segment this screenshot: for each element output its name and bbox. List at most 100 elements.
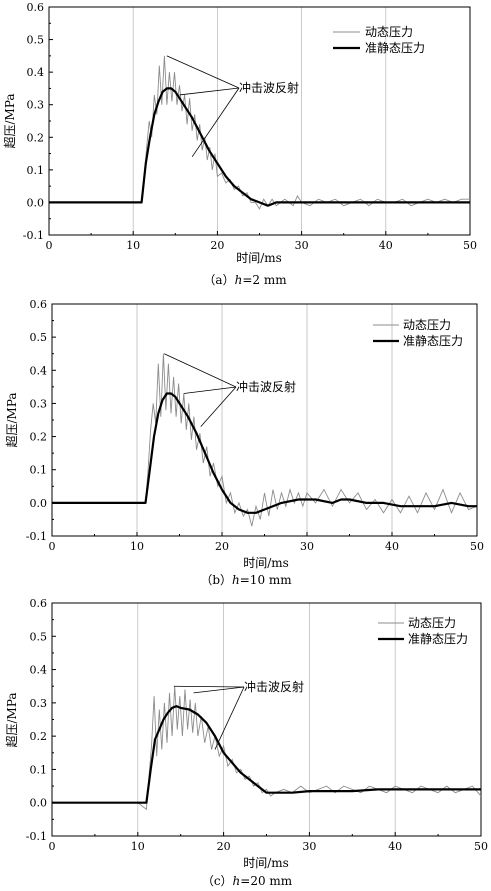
panel-a-y-tick-label: -0.1 — [23, 229, 44, 242]
panel-a-x-tick-labels: 0 10 20 30 40 50 — [46, 239, 478, 252]
panel-c-y-tick-label: -0.1 — [26, 830, 47, 843]
panel-c-y-tick-label: 0.5 — [30, 630, 48, 643]
panel-b-x-tick-labels: 0 10 20 30 40 50 — [49, 540, 485, 553]
panel-b-caption-variable: h — [232, 573, 240, 587]
panel-c-x-tick-labels: 0 10 20 30 40 50 — [49, 840, 489, 853]
panel-a-y-axis-label: 超压/MPa — [2, 93, 17, 148]
panel-b-y-tick-label: 0.6 — [30, 298, 48, 311]
panel-c-quasi-static-series — [52, 705, 481, 804]
panel-c-x-tick-label: 50 — [474, 840, 488, 853]
panel-b-x-tick-label: 30 — [300, 540, 314, 553]
panel-b-annotation-leader-line — [200, 386, 237, 427]
panel-b-legend: 动态压力 准静态压力 — [373, 318, 463, 348]
panel-c: 0 10 20 30 40 50 -0.1 0.0 0.1 0.2 0.3 0.4 0.5 0.6 动态… — [4, 597, 488, 888]
panel-b-y-tick-labels: -0.1 0.0 0.1 0.2 0.3 0.4 0.5 0.6 — [26, 298, 47, 543]
panel-c-x-tick-label: 0 — [49, 840, 56, 853]
panel-a-y-tick-label: 0.3 — [27, 99, 45, 112]
panel-a-annotation-leader-line — [191, 87, 240, 158]
panel-c-y-axis-label: 超压/MPa — [4, 692, 19, 747]
panel-c-x-tick-label: 10 — [131, 840, 145, 853]
panel-b-annotation — [164, 353, 237, 427]
panel-a: 0 10 20 30 40 50 -0.1 0.0 0.1 0.2 0.3 0.4 0.5 0.6 动态… — [2, 1, 477, 287]
panel-c-y-tick-label: 0.4 — [30, 664, 48, 677]
panel-a-y-tick-label: 0.5 — [27, 34, 45, 47]
panel-b-grid — [136, 304, 393, 536]
panel-a-x-tick-label: 40 — [379, 239, 393, 252]
panel-c-y-tick-label: 0.2 — [30, 730, 48, 743]
panel-a-annotation-leader-line — [166, 55, 240, 89]
panel-b-x-tick-label: 50 — [470, 540, 484, 553]
panel-b-quasi-static-series — [52, 392, 477, 514]
panel-a-caption: （a）h=2 mm — [203, 273, 287, 287]
panel-a-annotation — [166, 55, 240, 158]
panel-b-y-tick-label: 0.5 — [30, 331, 48, 344]
panel-c-y-tick-labels: -0.1 0.0 0.1 0.2 0.3 0.4 0.5 0.6 — [26, 597, 47, 843]
panel-b-quasi-static-pressure-line — [52, 392, 477, 514]
panel-b-y-axis-label: 超压/MPa — [4, 392, 19, 447]
panel-b-caption-value: =10 mm — [240, 573, 293, 587]
panel-c-quasi-static-pressure-line — [52, 705, 481, 804]
panel-b-x-tick-label: 40 — [385, 540, 399, 553]
panel-a-x-tick-label: 0 — [46, 239, 53, 252]
panel-c-y-tick-label: 0.6 — [30, 597, 48, 610]
panel-c-caption: （c）h=20 mm — [202, 874, 293, 888]
panel-a-legend-label-quasi-static: 准静态压力 — [365, 41, 425, 55]
panel-c-y-tick-label: 0.3 — [30, 697, 48, 710]
panel-b-y-tick-label: 0.4 — [30, 364, 48, 377]
panel-c-y-tick-label: 0.1 — [30, 763, 48, 776]
panel-a-x-tick-label: 20 — [210, 239, 224, 252]
panel-a-x-tick-label: 50 — [463, 239, 477, 252]
panel-a-legend: 动态压力 准静态压力 — [333, 25, 425, 55]
panel-b-y-tick-label: 0.0 — [30, 497, 48, 510]
panel-b-x-tick-label: 20 — [215, 540, 229, 553]
panel-a-x-axis-label: 时间/ms — [236, 251, 282, 265]
panel-b-y-tick-label: 0.3 — [30, 397, 48, 410]
panel-a-x-tick-label: 30 — [295, 239, 309, 252]
panel-c-annotation-leader-line — [214, 686, 245, 750]
panel-a-y-tick-label: 0.0 — [27, 196, 45, 209]
panel-c-x-tick-label: 20 — [217, 840, 231, 853]
panel-b-x-tick-label: 10 — [130, 540, 144, 553]
panel-a-annotation-label: 冲击波反射 — [239, 80, 299, 95]
panel-a-dynamic-series — [49, 55, 470, 210]
panel-c-grid — [137, 603, 396, 836]
panel-a-y-tick-label: 0.4 — [27, 66, 45, 79]
panel-b-y-tick-label: -0.1 — [26, 530, 47, 543]
panel-b-annotation-leader-line — [164, 353, 237, 388]
panel-b-legend-label-dynamic: 动态压力 — [403, 318, 451, 332]
panel-a-legend-label-dynamic: 动态压力 — [365, 25, 413, 39]
panel-a-caption-value: =2 mm — [242, 273, 287, 287]
panel-b-y-tick-label: 0.2 — [30, 431, 48, 444]
panel-c-x-tick-label: 40 — [388, 840, 402, 853]
panel-b-caption-prefix: （b） — [200, 573, 232, 587]
panel-b: 0 10 20 30 40 50 -0.1 0.0 0.1 0.2 0.3 0.4 0.5 0.6 动态… — [4, 298, 484, 587]
panel-c-caption-variable: h — [233, 874, 241, 888]
panel-a-caption-variable: h — [235, 273, 243, 287]
panel-a-y-tick-label: 0.1 — [27, 164, 45, 177]
panel-c-annotation-label: 冲击波反射 — [244, 679, 304, 694]
panel-c-annotation-leader-line — [193, 686, 245, 694]
panel-b-annotation-label: 冲击波反射 — [236, 379, 296, 394]
panel-c-annotation-leader-line — [173, 685, 245, 688]
panel-a-y-tick-label: 0.6 — [27, 1, 45, 14]
panel-c-x-tick-label: 30 — [302, 840, 316, 853]
panel-a-y-tick-label: 0.2 — [27, 131, 45, 144]
panel-a-y-tick-labels: -0.1 0.0 0.1 0.2 0.3 0.4 0.5 0.6 — [23, 1, 44, 242]
panel-b-legend-label-quasi-static: 准静态压力 — [403, 334, 463, 348]
panel-c-legend-label-quasi-static: 准静态压力 — [408, 632, 468, 646]
panel-b-caption: （b）h=10 mm — [200, 573, 292, 587]
panel-b-x-axis-label: 时间/ms — [243, 556, 289, 570]
panel-c-y-tick-label: 0.0 — [30, 797, 48, 810]
panel-a-caption-prefix: （a） — [203, 273, 234, 287]
panel-c-dynamic-series — [52, 686, 482, 811]
panel-c-caption-value: =20 mm — [240, 874, 293, 888]
panel-c-annotation — [173, 685, 245, 750]
panel-a-x-tick-label: 10 — [126, 239, 140, 252]
panel-a-quasi-static-pressure-line — [49, 87, 470, 207]
panel-c-caption-prefix: （c） — [202, 874, 233, 888]
panel-b-y-tick-label: 0.1 — [30, 464, 48, 477]
panel-a-quasi-static-series — [49, 87, 470, 207]
panel-c-legend: 动态压力 准静态压力 — [378, 616, 468, 646]
panel-c-x-axis-label: 时间/ms — [243, 856, 289, 870]
